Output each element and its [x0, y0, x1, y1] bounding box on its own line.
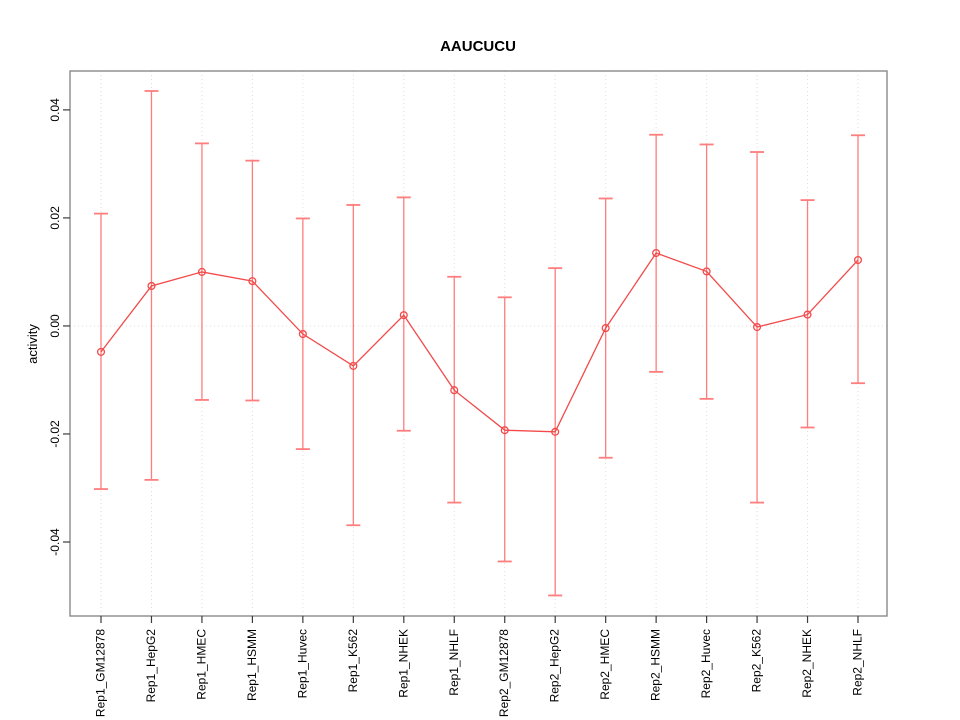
- x-tick-label: Rep1_K562: [346, 629, 360, 693]
- gridlines: [70, 71, 887, 616]
- data-point: [500, 426, 509, 435]
- x-tick-label: Rep1_HMEC: [194, 629, 208, 700]
- x-tick-label: Rep1_GM12878: [94, 629, 108, 717]
- series-line: [100, 252, 859, 433]
- y-tick-label: 0.04: [48, 98, 62, 122]
- data-point: [652, 248, 661, 258]
- data-points: [96, 248, 863, 436]
- y-tick-label: 0.02: [48, 206, 62, 230]
- data-point: [551, 427, 560, 436]
- x-tick-label: Rep1_NHEK: [396, 629, 410, 698]
- data-point: [96, 347, 106, 356]
- x-tick-label: Rep1_Huvec: [295, 629, 309, 698]
- axis-ticks: [63, 109, 859, 623]
- data-point: [399, 311, 408, 320]
- x-tick-label: Rep2_Huvec: [699, 629, 713, 698]
- y-tick-label: -0.04: [48, 528, 62, 556]
- data-point: [298, 329, 307, 339]
- data-point: [450, 386, 459, 395]
- data-point: [197, 267, 206, 276]
- data-point: [853, 255, 863, 265]
- x-tick-label: Rep1_HSMM: [245, 629, 259, 701]
- data-point: [753, 322, 762, 332]
- chart-title: AAUCUCU: [440, 38, 516, 55]
- x-tick-label: Rep2_HMEC: [598, 629, 612, 700]
- data-point: [803, 310, 812, 319]
- data-point: [601, 324, 610, 333]
- x-tick-label: Rep2_K562: [750, 629, 764, 693]
- x-tick-label: Rep2_NHLF: [851, 629, 865, 696]
- x-tick-label: Rep1_NHLF: [447, 629, 461, 696]
- x-tick-label: Rep2_HSMM: [649, 629, 663, 701]
- y-tick-label: 0.00: [48, 314, 62, 338]
- error-bars: [94, 90, 865, 597]
- data-point: [702, 267, 711, 276]
- y-axis-label: activity: [25, 324, 40, 364]
- x-tick-label: Rep2_NHEK: [800, 629, 814, 698]
- data-point: [349, 361, 358, 370]
- x-tick-label: Rep2_GM12878: [497, 629, 511, 717]
- series-polyline: [100, 252, 859, 433]
- data-point: [248, 277, 257, 286]
- y-tick-labels: -0.04 -0.02 0.00 0.02 0.04: [48, 98, 62, 556]
- plot-box: [69, 70, 888, 617]
- data-point: [147, 281, 156, 291]
- x-tick-label: Rep1_HepG2: [144, 629, 158, 703]
- x-tick-labels: Rep1_GM12878 Rep1_HepG2 Rep1_HMEC Rep1_HSMM…: [94, 629, 865, 717]
- y-tick-label: -0.02: [48, 420, 62, 448]
- x-tick-label: Rep2_HepG2: [548, 629, 562, 703]
